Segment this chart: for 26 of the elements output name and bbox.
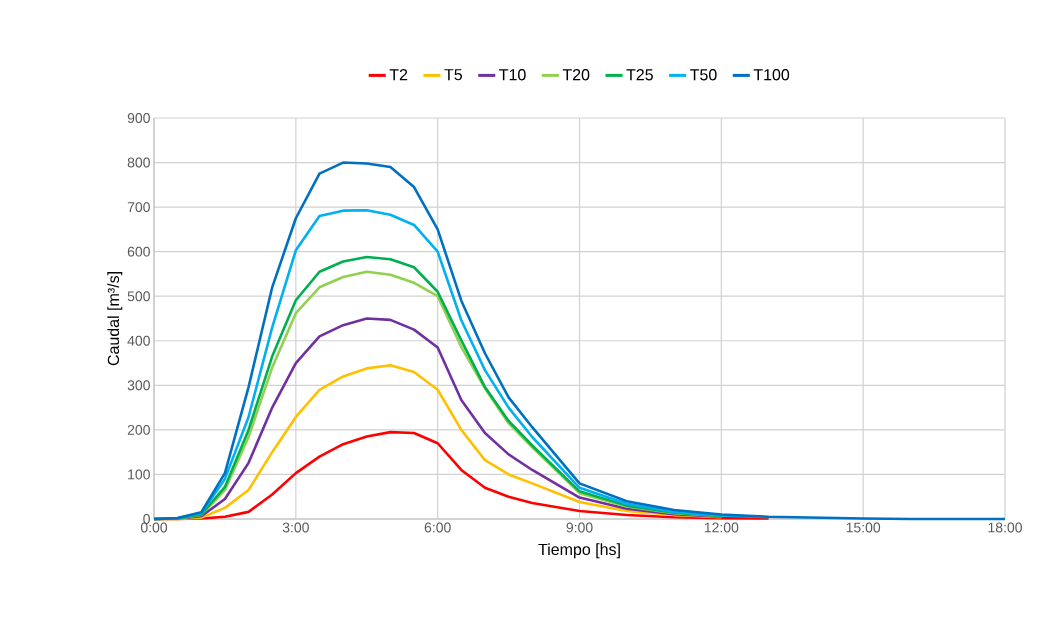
legend-label: T25 [626,69,653,81]
x-tick-label: 6:00 [424,522,451,533]
x-tick-label: 0:00 [140,522,168,533]
legend-label: T2 [389,69,408,81]
y-tick-label: 400 [127,335,150,346]
y-tick-label: 0 [143,514,150,524]
y-tick-label: 600 [127,246,150,257]
y-tick-label: 800 [127,157,150,168]
y-tick-label: 100 [128,469,150,480]
x-tick-label: 12:00 [704,522,739,533]
y-tick-label: 200 [127,424,150,435]
legend-label: T100 [753,69,790,81]
x-tick-label: 15:00 [846,522,881,533]
y-tick-label: 300 [127,380,150,391]
legend-label: T5 [444,69,463,81]
y-axis-title: Caudal [m³/s] [107,272,123,366]
x-axis-title: Tiempo [hs] [538,543,620,559]
x-tick-label: 3:00 [282,522,309,533]
x-tick-label: 9:00 [566,522,593,533]
y-tick-label: 500 [127,291,150,302]
legend-label: T50 [690,69,717,81]
x-tick-label: 18:00 [988,522,1022,533]
legend-label: T20 [562,69,590,81]
legend-label: T10 [499,69,526,81]
y-tick-label: 700 [127,202,150,213]
y-tick-label: 900 [127,113,150,123]
